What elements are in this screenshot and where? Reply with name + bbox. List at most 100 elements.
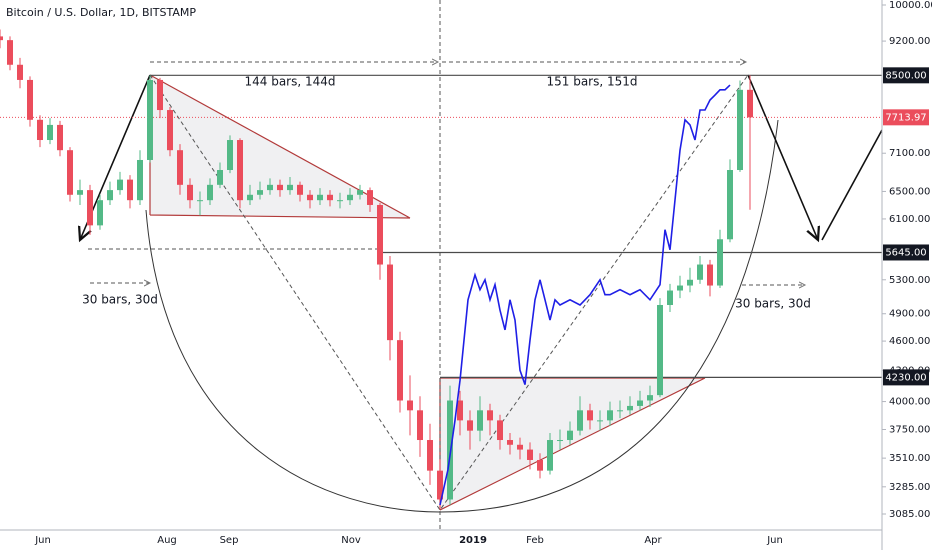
candle-body	[527, 449, 533, 460]
candle-body	[127, 179, 133, 201]
x-tick-label: Nov	[341, 535, 361, 546]
x-tick-label: Jun	[34, 535, 51, 546]
candle-body	[237, 140, 243, 201]
candle-body	[97, 200, 103, 226]
candle-body	[407, 400, 413, 411]
y-tick-label: 4900.00	[889, 309, 930, 320]
candle-body	[157, 79, 163, 111]
candle-body	[377, 204, 383, 265]
candle-body	[587, 410, 593, 421]
candle-body	[397, 340, 403, 401]
marks	[0, 29, 753, 510]
labels: 144 bars, 144d 151 bars, 151d 30 bars, 30d…	[82, 75, 811, 311]
candle-body	[247, 194, 253, 201]
candle-body	[37, 119, 43, 141]
candle-body	[687, 279, 693, 286]
candle-body	[357, 190, 363, 195]
candle-body	[47, 124, 53, 141]
level-label-box	[883, 67, 929, 84]
level-label: 8500.00	[885, 70, 926, 81]
candle-body	[477, 410, 483, 431]
candle-body	[737, 89, 743, 171]
candle-body	[257, 190, 263, 195]
candle-body	[207, 184, 213, 201]
y-tick-label: 10000.00	[889, 0, 932, 11]
candle-body	[697, 264, 703, 280]
y-tick-label: 9200.00	[889, 36, 930, 47]
candle-body	[747, 89, 753, 118]
annotation: 30 bars, 30d	[735, 297, 811, 311]
candle-body	[627, 405, 633, 411]
y-tick-label: 4600.00	[889, 336, 930, 347]
candle-body	[567, 430, 573, 441]
candle-body	[137, 159, 143, 201]
candle-body	[507, 440, 513, 445]
candle-body	[77, 190, 83, 195]
candle-body	[387, 264, 393, 341]
candle-body	[27, 79, 33, 120]
level-label: 5645.00	[885, 247, 926, 258]
candle-body	[457, 400, 463, 421]
y-tick-label: 7100.00	[889, 148, 930, 159]
level-label: 4230.00	[885, 372, 926, 383]
candle-body	[187, 184, 193, 201]
diagonal-dashed	[149, 74, 749, 511]
time-axis	[0, 530, 882, 550]
candle-body	[17, 64, 23, 80]
candle-body	[617, 410, 623, 412]
candle-body	[547, 440, 553, 471]
candle-body	[727, 170, 733, 240]
candle-body	[297, 184, 303, 195]
candle-body	[597, 420, 603, 422]
x-tick-label: Sep	[220, 535, 239, 546]
candle-body	[87, 190, 93, 226]
candle-body	[347, 194, 353, 201]
candle-body	[487, 410, 493, 421]
x-tick-label: Feb	[526, 535, 544, 546]
candle-body	[317, 194, 323, 201]
axes: 10000.00 9200.00 7100.00 6500.00 6100.00 5300…	[34, 0, 932, 546]
drawings	[80, 0, 883, 530]
x-tick-label: Jun	[766, 535, 783, 546]
candle-body	[67, 150, 73, 195]
candle-body	[427, 440, 433, 471]
y-tick-label: 3285.00	[889, 482, 930, 493]
candle-body	[657, 304, 663, 396]
level-label-box	[883, 244, 929, 261]
y-tick-label: 5300.00	[889, 275, 930, 286]
candle-body	[607, 410, 613, 421]
arrow	[747, 74, 818, 240]
candle-body	[467, 420, 473, 431]
candle-body	[417, 410, 423, 441]
candle-body	[267, 184, 273, 191]
candle-body	[537, 459, 543, 471]
candle-body	[197, 200, 203, 202]
annotation: 151 bars, 151d	[546, 75, 637, 89]
y-tick-label: 3750.00	[889, 425, 930, 436]
candle-body	[307, 194, 313, 201]
x-tick-label: 2019	[459, 535, 487, 546]
candle-body	[177, 150, 183, 185]
chart-title: Bitcoin / U.S. Dollar, 1D, BITSTAMP	[6, 6, 196, 19]
price-axis	[882, 0, 932, 550]
candle-body	[677, 285, 683, 291]
last-price-box	[883, 109, 929, 126]
candle-body	[0, 36, 3, 41]
candle-body	[337, 200, 343, 202]
candle-body	[367, 190, 373, 205]
candle-body	[287, 184, 293, 191]
arc	[145, 119, 779, 513]
candle-body	[437, 470, 443, 500]
candle-body	[167, 110, 173, 151]
candle-body	[637, 400, 643, 406]
x-tick-label: Apr	[644, 535, 662, 546]
candle-body	[7, 40, 13, 65]
candle-body	[117, 179, 123, 191]
overlay-line	[439, 84, 731, 506]
level-label-box	[883, 369, 929, 386]
arrow	[821, 129, 883, 241]
annotation: 30 bars, 30d	[82, 293, 158, 307]
candle-body	[717, 239, 723, 286]
candle-body	[647, 395, 653, 401]
